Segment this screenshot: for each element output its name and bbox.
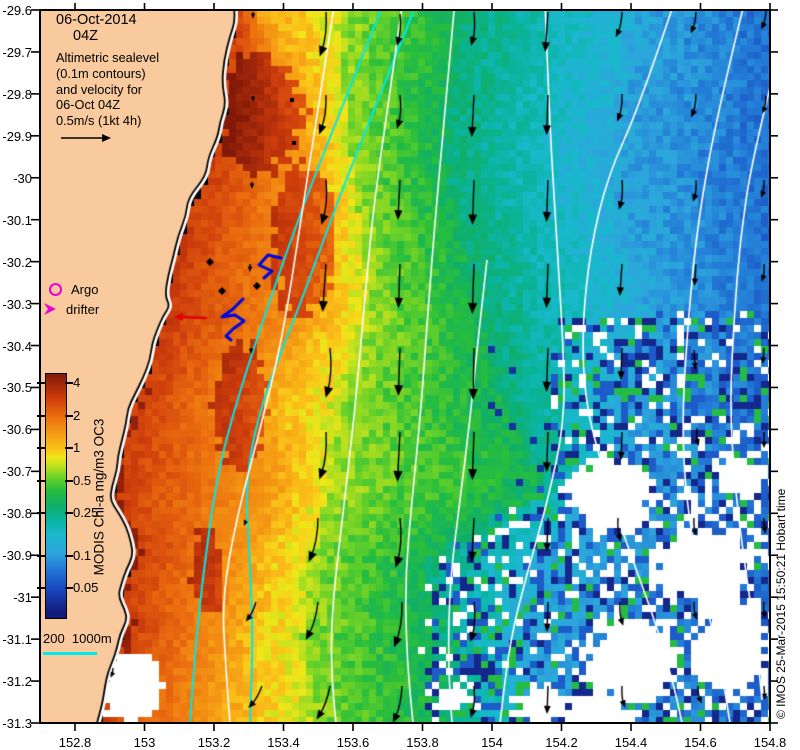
colorbar-tick (65, 587, 73, 590)
colorbar-tick (37, 554, 45, 557)
x-axis-tick-label: 153.6 (336, 735, 370, 750)
colorbar-tick (37, 587, 45, 590)
map-time: 04Z (73, 28, 98, 45)
info-line-4: 06-Oct 04Z (56, 97, 121, 113)
colorbar-tick (37, 382, 45, 385)
y-axis-tick-label: -29.6 (2, 3, 32, 18)
colorbar-tick (65, 554, 73, 557)
y-axis-tick-label: -30.5 (2, 380, 32, 396)
y-axis-tick-label: -30.1 (2, 212, 32, 228)
colorbar-tick-label: 0.5 (73, 472, 92, 488)
info-line-5: 0.5m/s (1kt 4h) (56, 112, 142, 128)
map-date: 06-Oct-2014 (56, 12, 137, 28)
colorbar-tick-label: 0.1 (73, 547, 92, 563)
colorbar-tick-label: 4 (73, 375, 81, 391)
info-line-1: Altimetric sealevel (56, 50, 160, 66)
y-axis-tick-label: -30.4 (2, 338, 32, 354)
isobath-scalebar-label: 200 1000m (43, 631, 112, 646)
credit-text: © IMOS 25-Mar-2015 15:50:21 Hobart time (774, 488, 788, 719)
y-axis-tick-label: -29.8 (2, 86, 32, 102)
colorbar-tick (65, 447, 73, 450)
x-axis-tick-label: 153.2 (197, 735, 231, 750)
y-axis-tick-label: -31.2 (2, 674, 32, 690)
velocity-scale-arrow-icon (61, 133, 111, 142)
colorbar-tick (65, 382, 73, 385)
info-panel: 06-Oct-2014 04Z Altimetric sealevel (0.1… (56, 12, 159, 144)
y-axis-tick-label: -29.7 (2, 44, 32, 60)
isobath-scalebar-line (43, 652, 97, 655)
colorbar-label: MODIS Chl-a mg/m3 OC3 (91, 418, 107, 576)
y-axis-tick-label: -31 (13, 590, 32, 606)
colorbar-tick (65, 479, 73, 482)
y-axis-tick-label: -31.1 (2, 632, 32, 648)
colorbar-tick (37, 479, 45, 482)
x-axis-tick-label: 154.6 (684, 735, 717, 750)
y-axis-tick-label: -30.6 (2, 422, 32, 438)
isobath-scalebar: 200 1000m (43, 631, 112, 655)
colorbar-tick (37, 414, 45, 417)
x-axis-tick-label: 154.2 (545, 735, 578, 750)
drifter-marker-icon (44, 303, 56, 315)
colorbar-tick-label: 0.05 (73, 580, 99, 596)
info-line-3: and velocity for (56, 81, 143, 97)
x-axis-tick-label: 154 (481, 735, 503, 750)
argo-marker-icon (49, 282, 62, 296)
colorbar-gradient (45, 373, 67, 619)
colorbar-tick-label: 0.25 (73, 504, 99, 520)
info-line-2: (0.1m contours) (56, 66, 146, 82)
y-axis-tick-label: -30.8 (2, 506, 32, 522)
colorbar-tick (65, 414, 73, 417)
x-axis-tick-label: 153.4 (267, 735, 300, 750)
colorbar-tick (37, 511, 45, 514)
x-axis-tick-label: 153 (133, 735, 156, 750)
y-axis-tick-label: -31.3 (2, 715, 32, 731)
map-legend: Argo drifter (44, 279, 99, 319)
legend-drifter-row: drifter (44, 299, 99, 319)
legend-argo-row: Argo (44, 279, 99, 299)
y-axis-tick-label: -30.3 (2, 296, 32, 312)
argo-label: Argo (71, 281, 99, 297)
colorbar-tick-label: 2 (73, 407, 81, 423)
colorbar-tick-label: 1 (73, 440, 81, 456)
x-axis-tick-label: 154.4 (614, 735, 648, 750)
y-axis-tick-label: -30 (13, 170, 32, 186)
colorbar-tick (65, 511, 73, 514)
colorbar-tick (37, 447, 45, 450)
drifter-label: drifter (66, 301, 100, 317)
y-axis-tick-label: -30.2 (2, 254, 32, 270)
x-axis-tick-label: 154.8 (753, 735, 787, 750)
y-axis-tick-label: -30.7 (2, 464, 32, 480)
y-axis-tick-label: -30.9 (2, 548, 32, 564)
x-axis-tick-label: 153.8 (406, 735, 439, 750)
x-axis-tick-label: 152.8 (58, 735, 92, 750)
y-axis-tick-label: -29.9 (2, 128, 32, 144)
